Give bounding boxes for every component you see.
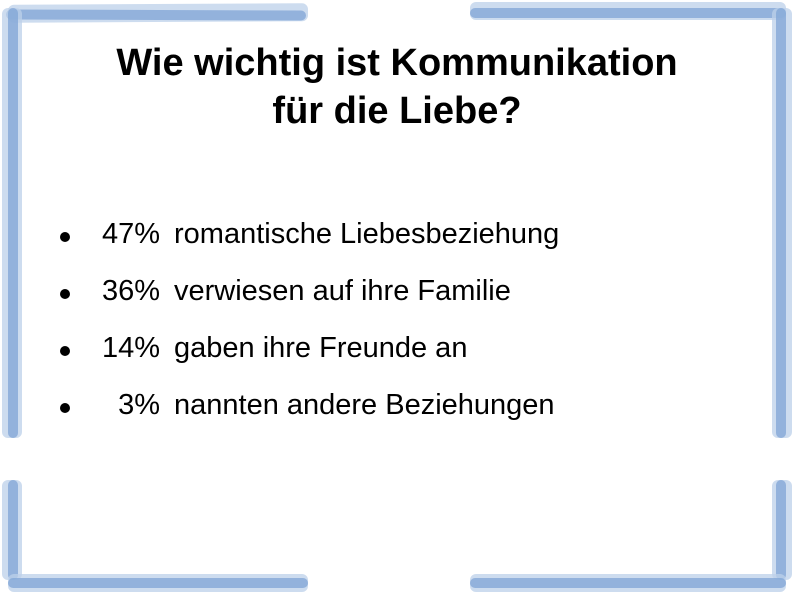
item-percent: 14% [84, 332, 160, 365]
list-item: 14% gaben ihre Freunde an [60, 332, 734, 365]
item-label: verwiesen auf ihre Familie [174, 275, 734, 308]
bullet-icon [60, 289, 70, 299]
item-label: romantische Liebesbeziehung [174, 218, 734, 251]
border-brush [8, 578, 308, 588]
item-percent: 47% [84, 218, 160, 251]
item-label: nannten andere Beziehungen [174, 389, 734, 422]
title-line-1: Wie wichtig ist Kommunikation [116, 42, 677, 84]
bullet-icon [60, 232, 70, 242]
list-item: 36% verwiesen auf ihre Familie [60, 275, 734, 308]
bullet-icon [60, 346, 70, 356]
title-line-2: für die Liebe? [272, 90, 521, 132]
list-item: 3% nannten andere Beziehungen [60, 389, 734, 422]
bullet-list: 47% romantische Liebesbeziehung 36% verw… [60, 218, 734, 446]
border-brush [6, 9, 306, 20]
item-label: gaben ihre Freunde an [174, 332, 734, 365]
border-brush [470, 578, 786, 588]
list-item: 47% romantische Liebesbeziehung [60, 218, 734, 251]
bullet-icon [60, 403, 70, 413]
border-brush [8, 480, 18, 580]
border-brush [470, 8, 786, 18]
border-brush [776, 480, 786, 580]
item-percent: 36% [84, 275, 160, 308]
item-percent: 3% [84, 389, 160, 422]
slide-title: Wie wichtig ist Kommunikation für die Li… [0, 40, 794, 135]
